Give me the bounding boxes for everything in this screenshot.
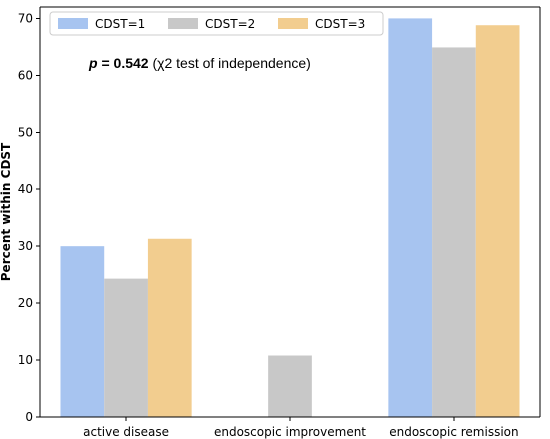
y-tick-label: 20 xyxy=(18,296,33,310)
bar-cdst3-endoscopic-remission xyxy=(475,25,520,417)
y-tick-label: 10 xyxy=(18,353,33,367)
bar-cdst1-active-disease xyxy=(60,246,105,417)
y-tick-label: 70 xyxy=(18,11,33,25)
x-tick-label: endoscopic remission xyxy=(389,425,518,439)
bar-cdst2-endoscopic-remission xyxy=(432,47,476,418)
legend-label: CDST=3 xyxy=(315,17,365,31)
legend-swatch xyxy=(168,18,198,29)
y-tick-label: 30 xyxy=(18,239,33,253)
legend-label: CDST=1 xyxy=(95,17,145,31)
legend: CDST=1 CDST=2 CDST=3 xyxy=(49,11,384,36)
p-value: 0.542 xyxy=(114,55,149,71)
x-tick-label: active disease xyxy=(83,425,169,439)
p-symbol: p xyxy=(88,55,98,71)
bar-cdst3-active-disease xyxy=(147,238,192,417)
legend-swatch xyxy=(278,18,308,29)
y-tick-label: 60 xyxy=(18,68,33,82)
legend-swatch xyxy=(58,18,88,29)
x-tick-label: endoscopic improvement xyxy=(214,425,366,439)
bars-layer xyxy=(60,18,520,418)
legend-label: CDST=2 xyxy=(205,17,255,31)
y-axis-label: Percent within CDST xyxy=(0,142,13,281)
bar-cdst2-endoscopic-improvement xyxy=(268,355,312,417)
bar-cdst2-active-disease xyxy=(104,278,148,418)
y-tick-label: 50 xyxy=(18,125,33,139)
y-tick-label: 0 xyxy=(25,410,33,424)
axes-layer: 0 10 20 30 40 50 60 70 active disease endoscopic … xyxy=(18,6,541,439)
legend-frame xyxy=(49,11,384,36)
bar-cdst1-endoscopic-remission xyxy=(388,18,433,417)
y-tick-label: 40 xyxy=(18,182,33,196)
p-value-annotation: p = 0.542 (χ2 test of independence) xyxy=(88,55,311,71)
test-name: (χ2 test of independence) xyxy=(149,55,311,71)
p-equals: = xyxy=(98,55,114,71)
